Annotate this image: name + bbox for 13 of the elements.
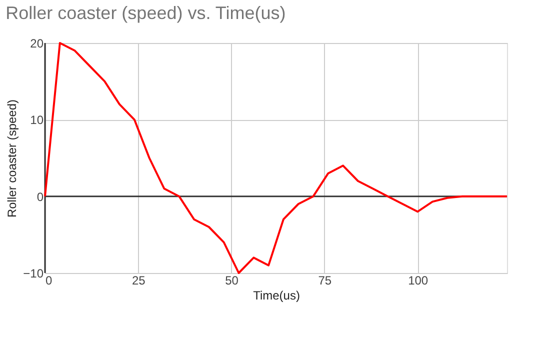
chart-title: Roller coaster (speed) vs. Time(us) (6, 3, 286, 23)
x-tick-label: 100 (408, 274, 428, 288)
y-axis-title: Roller coaster (speed) (5, 99, 20, 218)
y-tick-label: −10 (23, 266, 44, 280)
x-axis-title: Time(us) (253, 288, 300, 302)
y-tick-label: 10 (30, 113, 44, 128)
x-tick-label: 75 (318, 274, 332, 288)
y-tick-label: 20 (30, 36, 44, 50)
y-tick-label: 0 (36, 190, 44, 204)
line-series (44, 42, 508, 274)
x-tick-label: 0 (46, 274, 52, 288)
x-tick-label: 50 (225, 274, 239, 288)
x-tick-label: 25 (132, 274, 146, 288)
